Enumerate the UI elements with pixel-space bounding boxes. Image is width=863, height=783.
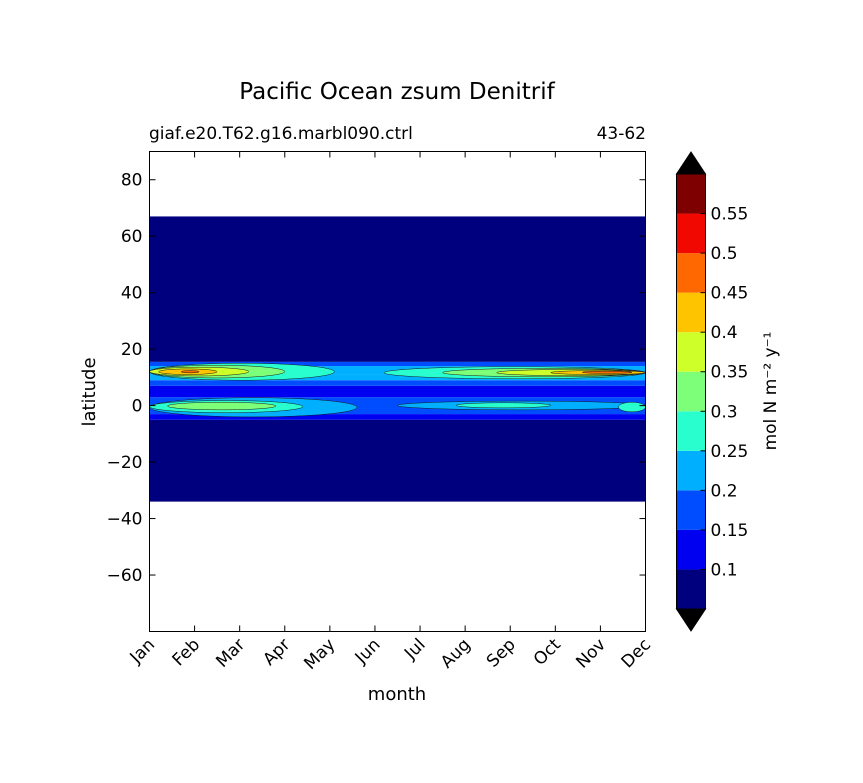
- x-tick-label: Aug: [437, 635, 475, 673]
- colorbar-tick-label: 0.15: [711, 521, 749, 541]
- y-tick-label: −40: [107, 510, 143, 530]
- y-tick-label: 60: [121, 227, 143, 247]
- colorbar-segment-6: [676, 332, 706, 372]
- x-axis-label: month: [368, 684, 426, 705]
- colorbar-segment-3: [676, 450, 706, 491]
- chart-subtitle-right: 43-62: [597, 124, 646, 144]
- colorbar-segment-1: [676, 529, 706, 570]
- x-tick-label: Apr: [259, 635, 294, 670]
- chart-subtitle-left: giaf.e20.T62.g16.marbl090.ctrl: [149, 124, 413, 144]
- x-tick-label: Jan: [126, 635, 159, 668]
- heatmap-band-3: [149, 385, 646, 398]
- colorbar-segment-5: [676, 371, 706, 412]
- y-tick-label: 40: [121, 284, 143, 304]
- colorbar-frame: [676, 173, 706, 610]
- plot-frame: [149, 151, 646, 632]
- colorbar-tick-label: 0.3: [711, 402, 738, 422]
- chart-title: Pacific Ocean zsum Denitrif: [239, 79, 555, 105]
- x-tick-label: Dec: [618, 635, 655, 672]
- colorbar-extend-top: [675, 151, 707, 175]
- heatmap-bands: [149, 216, 646, 502]
- x-tick-label: May: [300, 635, 339, 674]
- colorbar-tick-label: 0.1: [711, 560, 738, 580]
- y-tick-label: −60: [107, 566, 143, 586]
- colorbar-tick-label: 0.2: [711, 481, 738, 501]
- colorbar-tick-label: 0.45: [711, 284, 749, 304]
- colorbar-tick-label: 0.5: [711, 244, 738, 264]
- colorbar-segment-7: [676, 292, 706, 333]
- colorbar-segment-0: [676, 569, 706, 609]
- y-axis-label: latitude: [79, 357, 100, 426]
- x-tick-label: Jul: [400, 635, 429, 664]
- heatmap-band-1: [149, 414, 646, 420]
- x-tick-label: Oct: [530, 635, 565, 670]
- y-tick-label: 0: [132, 397, 143, 417]
- y-tick-label: 20: [121, 340, 143, 360]
- colorbar-segment-2: [676, 490, 706, 530]
- heatmap-contour-10: [180, 370, 200, 374]
- colorbar-segment-4: [676, 411, 706, 451]
- colorbar-extend-bottom: [675, 608, 707, 632]
- heatmap-contour-5: [618, 401, 646, 413]
- heatmap-contour-15: [582, 370, 633, 374]
- y-axis-ticks: 80 60 40 20 0 −20 −40 −60: [107, 171, 646, 586]
- colorbar-segment-9: [676, 213, 706, 254]
- colorbar-segment-10: [676, 174, 706, 214]
- x-tick-label: Feb: [169, 635, 204, 670]
- x-tick-label: Sep: [483, 635, 520, 672]
- colorbar-tick-label: 0.35: [711, 363, 749, 383]
- colorbar-segment-8: [676, 253, 706, 293]
- heatmap-contour-2: [167, 401, 277, 411]
- colorbar-label: mol N m⁻² y⁻¹: [761, 332, 781, 451]
- colorbar-tick-label: 0.55: [711, 205, 749, 225]
- heatmap-band-4: [149, 380, 646, 386]
- heatmap-features: [149, 363, 646, 418]
- colorbar-tick-label: 0.25: [711, 442, 749, 462]
- colorbar-tick-label: 0.4: [711, 323, 738, 343]
- heatmap-band-8: [149, 216, 646, 362]
- x-tick-label: Nov: [572, 635, 610, 673]
- heatmap-band-0: [149, 419, 646, 502]
- y-tick-label: −20: [107, 453, 143, 473]
- y-tick-label: 80: [121, 171, 143, 191]
- x-tick-label: Jun: [351, 635, 385, 669]
- heatmap-contour-4: [455, 402, 552, 409]
- heatmap-band-7: [149, 361, 646, 367]
- heatmap-band-5: [149, 374, 646, 381]
- x-tick-label: Mar: [212, 635, 249, 672]
- colorbar: 0.1 0.15 0.2 0.25 0.3 0.35 0.4 0.45 0.5 0.55: [675, 151, 749, 632]
